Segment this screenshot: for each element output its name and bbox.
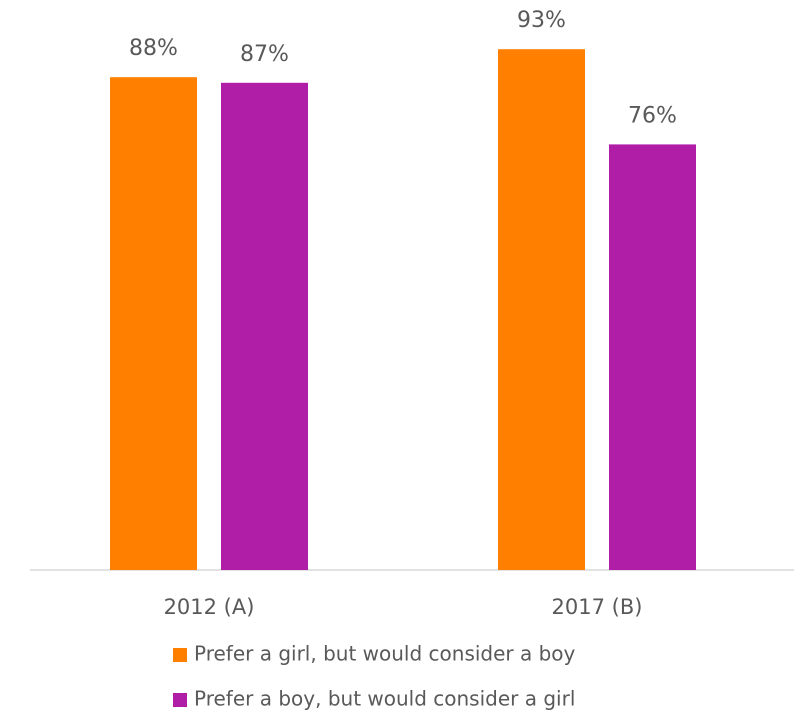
x-tick-label: 2017 (B) [552, 595, 643, 619]
legend-swatch [173, 693, 187, 707]
x-tick-label: 2012 (A) [164, 595, 255, 619]
data-label: 76% [628, 103, 677, 128]
bar [221, 82, 308, 571]
legend-label: Prefer a boy, but would consider a girl [194, 687, 575, 711]
data-label: 88% [129, 36, 178, 61]
bar [110, 77, 197, 570]
data-label: 87% [240, 42, 289, 67]
bar [498, 49, 585, 570]
legend-label: Prefer a girl, but would consider a boy [194, 642, 576, 666]
bar [609, 144, 696, 570]
data-label: 93% [517, 8, 566, 33]
legend-swatch [173, 648, 187, 662]
